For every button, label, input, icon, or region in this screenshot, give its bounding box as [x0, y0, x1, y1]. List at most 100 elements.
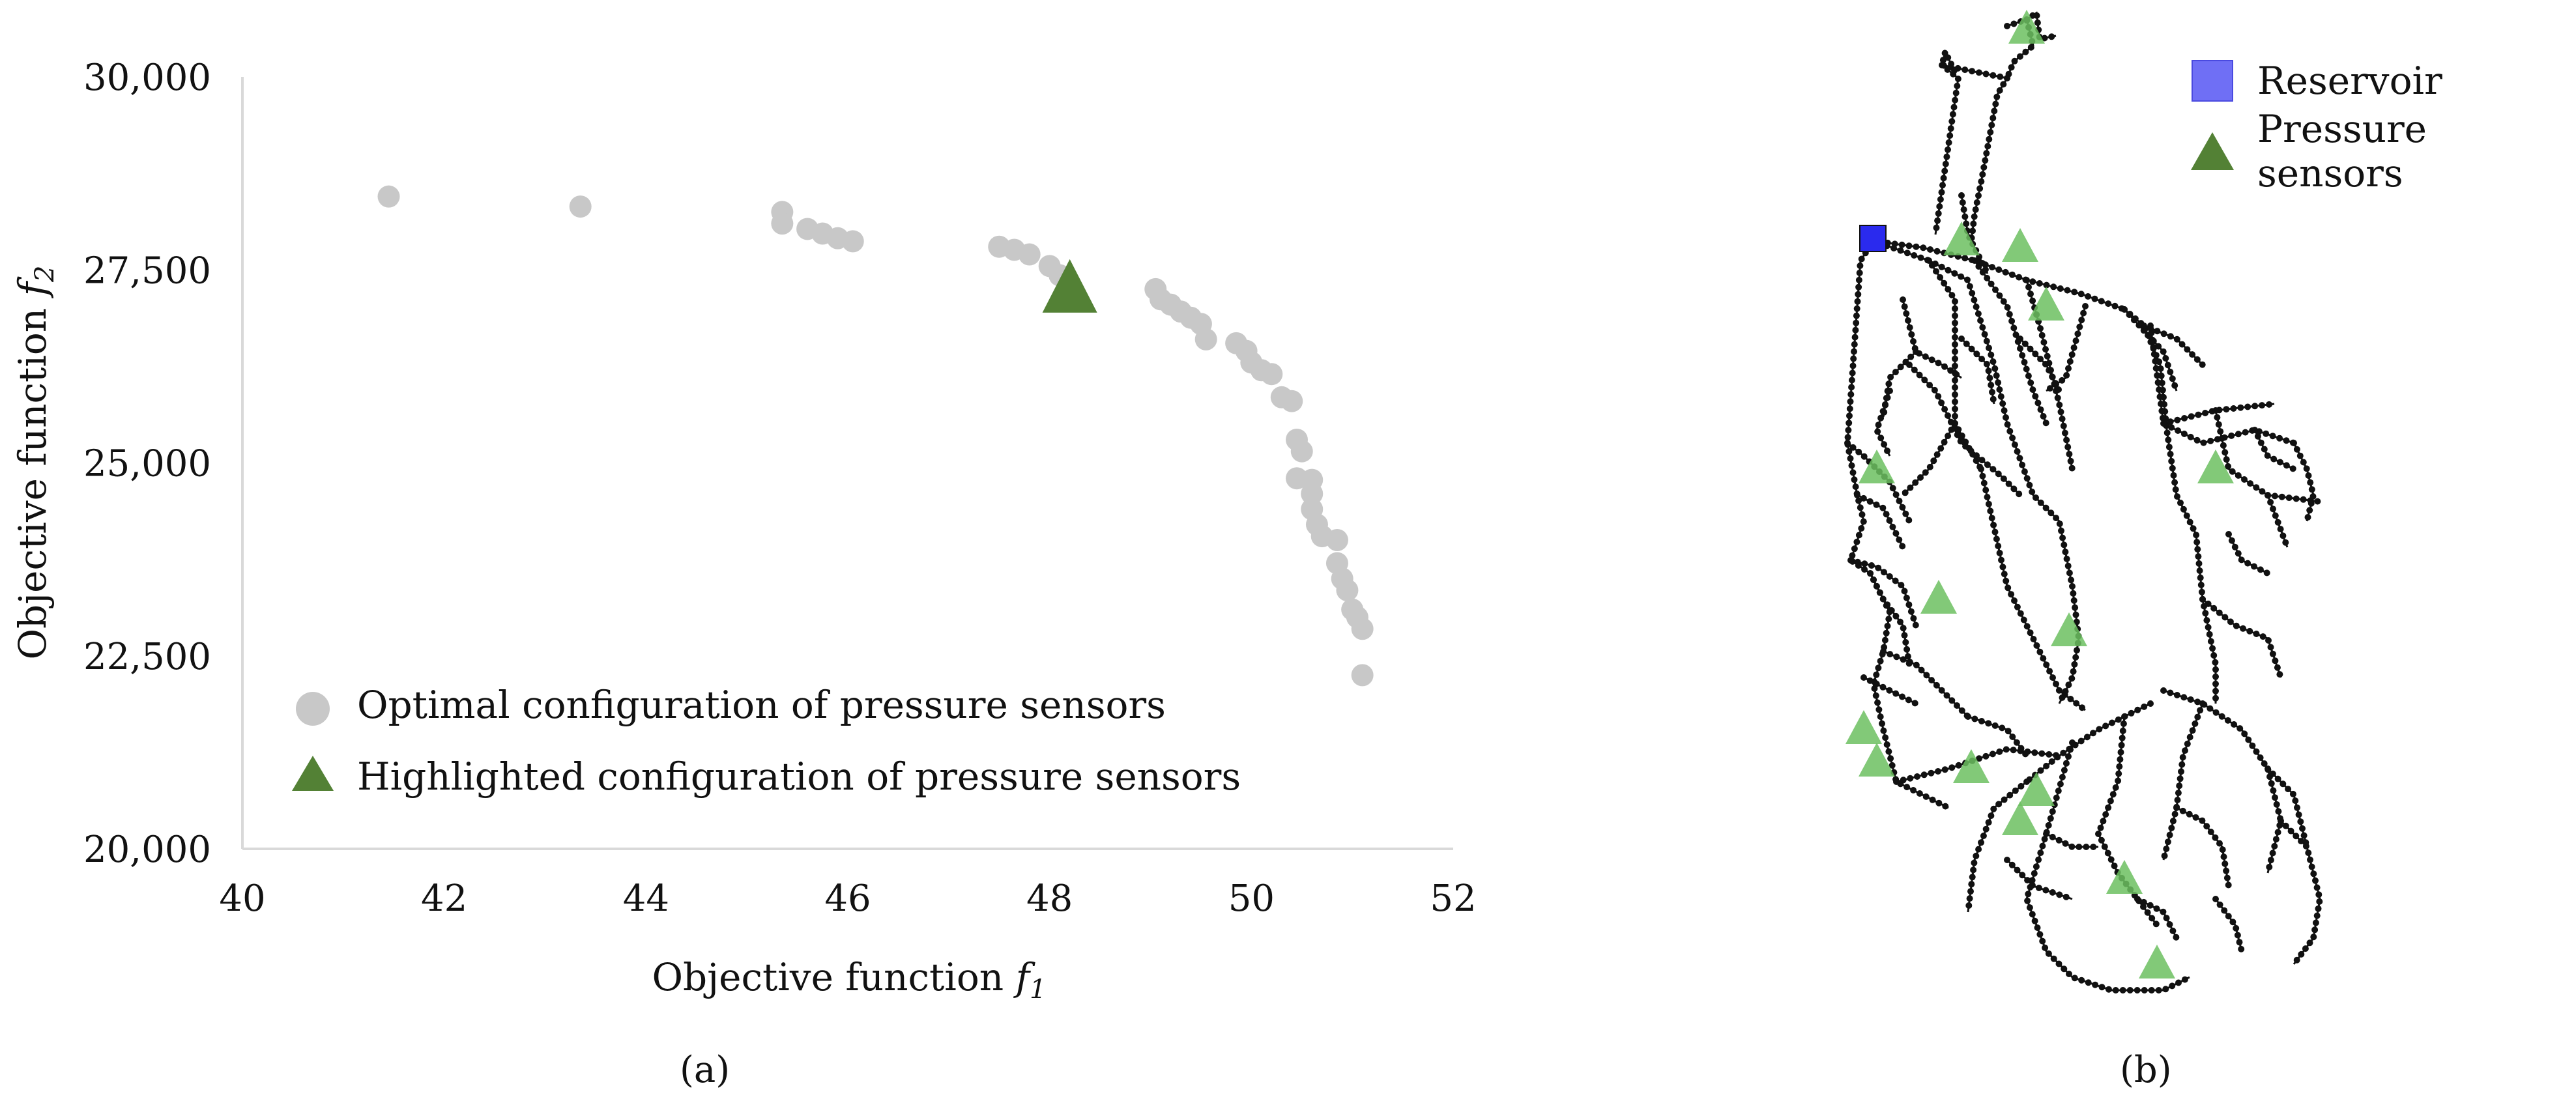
network-node [1983, 150, 1990, 157]
network-node [2037, 767, 2044, 774]
network-node [1900, 656, 1907, 663]
network-node [1898, 582, 1905, 589]
square-icon [2190, 58, 2235, 104]
network-node [2034, 924, 2041, 931]
network-node [2025, 283, 2032, 291]
network-node [2163, 915, 2170, 922]
network-node [1853, 312, 1860, 319]
network-node [1901, 303, 1908, 310]
network-node [2193, 436, 2201, 444]
network-node [2049, 674, 2056, 681]
network-node [1855, 532, 1862, 539]
network-node [1997, 393, 2004, 400]
network-node [1961, 213, 1969, 220]
network-node [1982, 825, 1990, 833]
network-node [1872, 692, 1879, 699]
network-node [1866, 498, 1874, 505]
network-node [2027, 379, 2034, 386]
network-node [2168, 457, 2175, 464]
network-node [2158, 400, 2164, 407]
network-node [2067, 746, 2074, 753]
x-tick-labels: 40 42 44 46 48 50 52 [219, 878, 1476, 920]
network-node [2220, 442, 2227, 449]
network-node [2163, 846, 2170, 852]
network-node [1935, 393, 1942, 400]
network-node [2045, 821, 2052, 829]
network-node [1853, 319, 1860, 326]
network-node [2228, 432, 2235, 439]
network-node [2016, 491, 2023, 498]
network-node [2092, 981, 2099, 988]
network-node [2096, 726, 2103, 733]
network-node [2244, 560, 2251, 567]
network-node [2066, 358, 2074, 365]
network-node [1903, 646, 1911, 653]
network-node [2060, 749, 2067, 756]
network-node [1887, 651, 1894, 658]
network-node [2272, 512, 2279, 519]
network-node [1928, 356, 1935, 364]
network-node [2011, 597, 2018, 604]
network-node [2042, 346, 2049, 353]
network-node [1860, 674, 1867, 681]
network-node [2233, 924, 2240, 932]
network-node [1905, 696, 1912, 704]
network-node [1958, 707, 1965, 714]
network-node [2154, 379, 2162, 386]
network-node [2167, 418, 2174, 425]
network-node [1917, 474, 1924, 481]
network-node [1911, 700, 1918, 707]
network-node [1991, 528, 1999, 536]
network-node [2072, 654, 2079, 661]
network-node [2285, 786, 2292, 793]
network-node [2141, 703, 2148, 710]
network-node [1892, 491, 1900, 498]
network-node [1905, 517, 1913, 524]
network-node [1875, 664, 1882, 672]
network-node [1999, 724, 2006, 732]
network-node [2057, 408, 2064, 416]
network-node [2205, 600, 2212, 607]
network-node [2160, 348, 2167, 355]
network-node [1945, 433, 1952, 440]
network-node [1851, 334, 1859, 341]
network-node [2202, 610, 2209, 617]
network-node [2019, 461, 2026, 468]
y-tick-label: 30,000 [83, 57, 211, 99]
network-node [1995, 266, 2003, 273]
network-node [2117, 756, 2124, 763]
network-node [2008, 591, 2015, 598]
network-node [2040, 413, 2047, 420]
network-node [1984, 461, 1991, 468]
network-node [2227, 618, 2234, 625]
chart-legend: Optimal configuration of pressure sensor… [292, 683, 1241, 799]
x-tick-label: 48 [1026, 878, 1073, 920]
network-node [2267, 498, 2274, 506]
network-node [1958, 192, 1965, 199]
network-node [2118, 741, 2125, 749]
network-node [1941, 438, 1948, 446]
network-node [1954, 702, 1960, 709]
network-node [1938, 189, 1945, 196]
network-node [1962, 443, 1969, 450]
network-node [2265, 765, 2271, 772]
network-node [1902, 510, 1909, 517]
network-node [2199, 596, 2206, 603]
network-node [2004, 728, 2012, 735]
network-node [2154, 328, 2161, 335]
network-node [2049, 808, 2056, 815]
legend-row-reservoir: Reservoir [2190, 46, 2576, 116]
network-node [1910, 615, 1917, 622]
network-node [1971, 257, 1978, 264]
network-node [1914, 773, 1920, 780]
network-node [2162, 986, 2169, 993]
network-node [2210, 605, 2218, 612]
network-node [1849, 469, 1857, 476]
network-node [1991, 722, 1999, 729]
network-node [2070, 590, 2077, 597]
network-node [1896, 536, 1903, 543]
network-node [2000, 475, 2007, 482]
network-node [1999, 400, 2006, 407]
network-node [1947, 125, 1954, 132]
network-node [1889, 485, 1896, 492]
